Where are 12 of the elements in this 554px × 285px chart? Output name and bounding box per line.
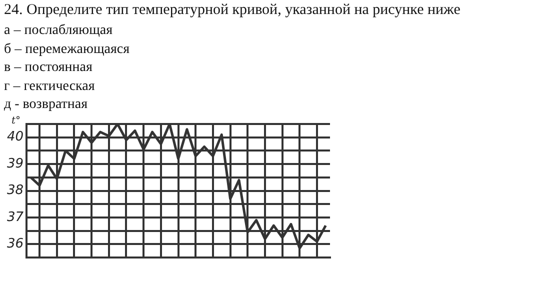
y-tick-label: 36 xyxy=(6,236,24,252)
text: д - возвратная xyxy=(4,96,89,114)
y-axis-title: t° xyxy=(12,116,21,127)
chart-title: 24. Определите тип температурной кривой, указанной на рисунке ниже xyxy=(4,2,460,19)
text: г – гектическая xyxy=(4,78,96,96)
y-tick-label: 37 xyxy=(6,210,24,225)
y-tick-label: 39 xyxy=(6,156,24,172)
text: б – перемежающаяся xyxy=(4,40,130,58)
y-tick-label: 38 xyxy=(6,183,24,198)
y-tick-label: 40 xyxy=(6,130,24,145)
text: а – послабляющая xyxy=(4,22,114,40)
text: в – постоянная xyxy=(4,59,94,77)
